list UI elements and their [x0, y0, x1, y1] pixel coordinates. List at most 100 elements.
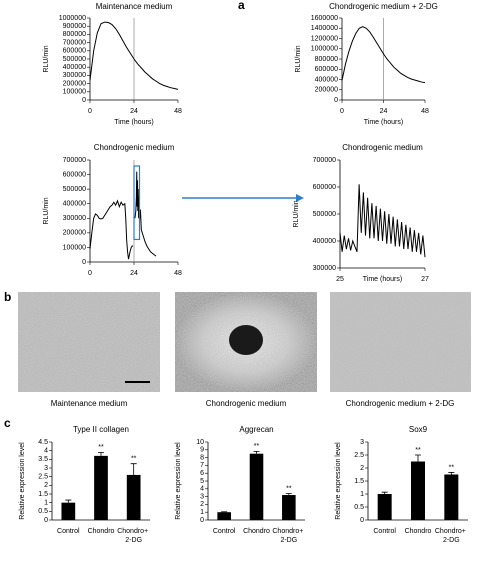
data-line [339, 184, 426, 258]
y-tick-label: 400000 [63, 201, 86, 208]
y-tick-label: 6 [200, 470, 204, 477]
micrograph-caption: Maintenance medium [51, 399, 128, 408]
panel-label: a [238, 0, 245, 12]
chart-title: Chondrogenic medium [342, 143, 423, 152]
y-tick-label: 700000 [313, 157, 336, 164]
y-tick-label: 1 [44, 500, 48, 507]
y-tick-label: 800000 [63, 31, 86, 38]
y-tick-label: 500000 [63, 56, 86, 63]
y-tick-label: 0 [82, 97, 86, 104]
y-tick-label: 200000 [63, 230, 86, 237]
x-tick-label: 24 [130, 108, 138, 115]
y-tick-label: 1000000 [59, 15, 86, 22]
y-tick-label: 100000 [63, 244, 86, 251]
y-tick-label: 600000 [315, 66, 338, 73]
y-tick-label: 7 [200, 462, 204, 469]
y-tick-label: 800000 [315, 56, 338, 63]
bar [282, 495, 296, 520]
micrographs: Maintenance medium Chondrogenic medium C… [18, 292, 471, 408]
y-tick-label: 10 [196, 439, 204, 446]
data-line [341, 26, 426, 84]
y-tick-label: 900000 [63, 23, 86, 30]
y-tick-label: 700000 [63, 157, 86, 164]
x-tick-label: Chondro+ 2-DG [117, 528, 150, 544]
x-tick-label: 24 [380, 108, 388, 115]
y-tick-label: 700000 [63, 39, 86, 46]
highlight-box [133, 165, 141, 241]
y-tick-label: 2 [360, 465, 364, 472]
y-tick-label: 600000 [313, 184, 336, 191]
y-tick-label: 0.5 [354, 504, 364, 511]
y-tick-label: 3 [44, 465, 48, 472]
zoom-arrowhead [296, 194, 304, 202]
micrograph-texture [18, 292, 160, 392]
y-tick-label: 9 [200, 447, 204, 454]
data-line [89, 21, 179, 90]
cell-aggregate [229, 325, 263, 355]
bar [444, 474, 459, 520]
y-tick-label: 400000 [313, 238, 336, 245]
error-bar [285, 493, 292, 496]
error-bar [253, 450, 260, 454]
x-tick-label: Chondro [88, 528, 115, 535]
chart-title: Aggrecan [239, 425, 273, 434]
y-tick-label: 1600000 [311, 15, 338, 22]
panel-label: b [4, 290, 11, 304]
chart-title: Chondrogenic medium + 2-DG [329, 2, 438, 11]
x-tick-label: 27 [421, 276, 429, 283]
error-bar [381, 491, 388, 494]
x-tick-label: Chondro [405, 528, 432, 535]
y-tick-label: 0 [82, 259, 86, 266]
y-axis-label: RLU/min [293, 200, 300, 227]
significance-mark: ** [98, 444, 104, 451]
error-bar [65, 499, 72, 503]
y-axis-label: RLU/min [43, 45, 50, 72]
x-tick-label: 25 [336, 276, 344, 283]
error-bar [415, 454, 421, 462]
y-tick-label: 1400000 [311, 25, 338, 32]
y-tick-label: 300000 [313, 265, 336, 272]
y-tick-label: 2 [44, 482, 48, 489]
y-axis-label: RLU/min [295, 45, 302, 72]
y-tick-label: 1.5 [38, 491, 48, 498]
x-tick-label: 0 [88, 108, 92, 115]
x-tick-label: Control [57, 528, 80, 535]
significance-mark: ** [449, 464, 455, 471]
micrograph-texture [330, 292, 471, 392]
y-tick-label: 1200000 [311, 35, 338, 42]
y-tick-label: 3 [360, 439, 364, 446]
y-tick-label: 2 [200, 501, 204, 508]
x-tick-label: 0 [340, 108, 344, 115]
x-tick-label: Chondro+ 2-DG [435, 528, 468, 544]
x-tick-label: 48 [174, 270, 182, 277]
x-axis-label: Time (hours) [363, 276, 402, 283]
bar [61, 502, 76, 520]
chart-title: Type II collagen [73, 425, 129, 434]
y-tick-label: 3.5 [38, 456, 48, 463]
y-tick-label: 4 [200, 486, 204, 493]
chart-title: Sox9 [409, 425, 428, 434]
y-tick-label: 5 [200, 478, 204, 485]
y-axis-label: RLU/min [43, 197, 50, 224]
panel-label: c [4, 416, 11, 430]
y-tick-label: 1.5 [354, 478, 364, 485]
x-tick-label: Chondro [243, 528, 270, 535]
y-tick-label: 400000 [63, 64, 86, 71]
significance-mark: ** [131, 456, 137, 463]
y-axis-label: Relative expression level [175, 442, 182, 520]
y-tick-label: 8 [200, 454, 204, 461]
y-tick-label: 600000 [63, 171, 86, 178]
y-tick-label: 2.5 [354, 452, 364, 459]
bar [411, 461, 425, 520]
y-tick-label: 3 [200, 493, 204, 500]
bar [126, 474, 141, 520]
x-tick-label: 48 [421, 108, 429, 115]
y-tick-label: 500000 [63, 186, 86, 193]
x-tick-label: 24 [130, 270, 138, 277]
y-tick-label: 1000000 [311, 46, 338, 53]
y-tick-label: 0 [334, 97, 338, 104]
significance-mark: ** [254, 443, 260, 450]
y-tick-label: 100000 [63, 89, 86, 96]
bar [249, 453, 264, 520]
